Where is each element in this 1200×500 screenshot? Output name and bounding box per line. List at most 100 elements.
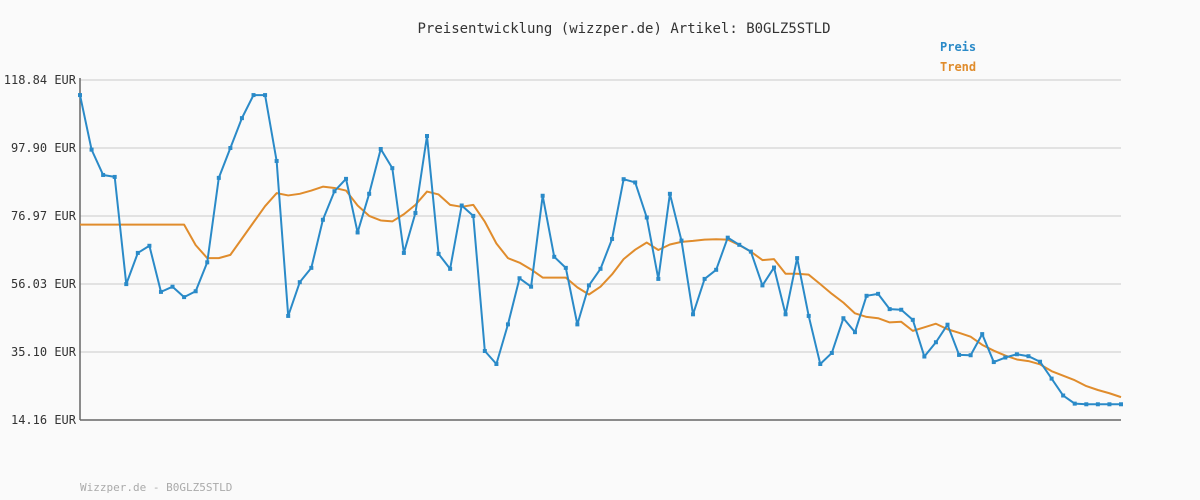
y-tick-label: 97.90 EUR (11, 141, 77, 155)
data-point (1003, 355, 1008, 360)
data-point (691, 312, 696, 317)
data-point (667, 191, 672, 196)
grid-lines (80, 79, 1121, 353)
data-point (471, 213, 476, 218)
data-point (957, 352, 962, 357)
legend-entry-trend: Trend (940, 60, 976, 74)
data-point (401, 250, 406, 255)
data-point (1026, 354, 1031, 359)
data-point (933, 340, 938, 345)
data-point (413, 210, 418, 215)
data-point (297, 280, 302, 285)
data-point (991, 360, 996, 365)
data-point (1084, 402, 1089, 407)
data-point (390, 166, 395, 171)
data-point (563, 265, 568, 270)
data-point (1095, 402, 1100, 407)
data-point (864, 293, 869, 298)
data-point (922, 354, 927, 359)
data-point (876, 291, 881, 296)
series-line-trend (80, 185, 1122, 399)
series-line-preis (79, 94, 1121, 406)
data-point (899, 307, 904, 312)
data-point (945, 322, 950, 327)
data-point (112, 174, 117, 179)
data-point (1061, 393, 1066, 398)
data-point (482, 349, 487, 354)
data-point (656, 276, 661, 281)
data-point (552, 254, 557, 259)
data-point (320, 217, 325, 222)
data-point (852, 330, 857, 335)
data-point (679, 238, 684, 243)
y-tick-label: 76.97 EUR (11, 209, 77, 223)
data-point (239, 116, 244, 121)
data-point (378, 146, 383, 151)
y-tick-label: 118.84 EUR (4, 73, 77, 87)
data-point (89, 147, 94, 152)
data-point (737, 242, 742, 247)
data-point (887, 307, 892, 312)
y-tick-label: 14.16 EUR (11, 413, 77, 427)
data-point (829, 350, 834, 355)
data-point (1119, 402, 1123, 407)
data-point (505, 322, 510, 327)
data-point (714, 267, 719, 272)
data-point (286, 313, 291, 318)
data-point (494, 362, 499, 366)
data-point (158, 289, 163, 294)
data-point (344, 176, 349, 181)
data-point (124, 282, 129, 287)
data-point (795, 256, 800, 261)
data-point (309, 265, 314, 270)
y-tick-label: 56.03 EUR (11, 277, 77, 291)
data-point (1049, 376, 1054, 381)
data-point (274, 159, 279, 163)
data-point (436, 251, 441, 256)
data-point (760, 283, 765, 288)
data-point (216, 175, 221, 180)
data-point (448, 266, 453, 271)
data-point (968, 353, 973, 358)
data-point (841, 316, 846, 321)
legend-entry-preis: Preis (940, 40, 976, 54)
series-lines (79, 94, 1122, 406)
data-point (101, 172, 106, 177)
data-point (459, 203, 464, 208)
data-point (135, 250, 140, 255)
data-point (540, 193, 545, 198)
data-point (263, 93, 268, 98)
data-point (170, 284, 175, 289)
data-point (529, 284, 534, 289)
footer-caption: Wizzper.de - B0GLZ5STLD (80, 481, 232, 494)
data-point (772, 265, 776, 270)
data-point (78, 93, 82, 98)
data-point (1107, 402, 1112, 407)
series-markers (78, 93, 1123, 407)
data-point (425, 134, 429, 138)
data-point (633, 180, 638, 185)
data-point (980, 332, 985, 337)
data-point (517, 276, 522, 281)
data-point (586, 283, 591, 288)
data-point (193, 289, 198, 294)
data-point (1072, 401, 1077, 406)
data-point (748, 249, 753, 254)
data-point (1014, 352, 1019, 357)
chart-title: Preisentwicklung (wizzper.de) Artikel: B… (417, 21, 830, 37)
data-point (1038, 359, 1043, 364)
data-point (910, 317, 915, 322)
axes (79, 78, 1121, 421)
data-point (575, 322, 580, 327)
data-point (182, 295, 187, 300)
data-point (332, 189, 337, 194)
data-point (725, 235, 730, 240)
data-point (598, 266, 603, 271)
data-point (367, 191, 372, 196)
data-point (818, 362, 823, 366)
data-point (644, 215, 649, 220)
y-axis-ticks: 118.84 EUR 97.90 EUR 76.97 EUR 56.03 EUR 35.… (4, 73, 77, 427)
data-point (702, 276, 707, 281)
